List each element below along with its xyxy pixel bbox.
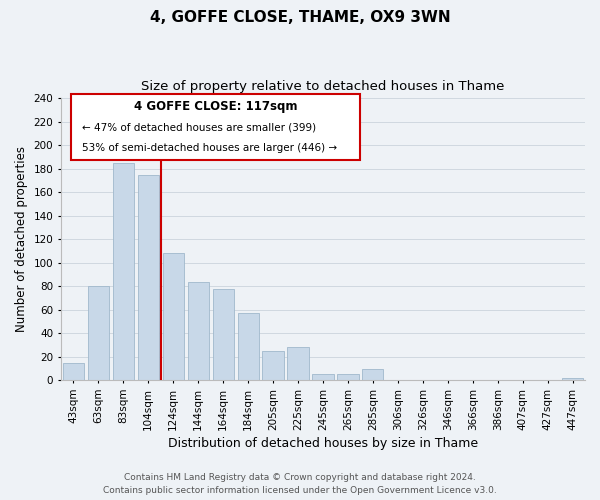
FancyBboxPatch shape (71, 94, 359, 160)
Y-axis label: Number of detached properties: Number of detached properties (15, 146, 28, 332)
Text: 4, GOFFE CLOSE, THAME, OX9 3WN: 4, GOFFE CLOSE, THAME, OX9 3WN (149, 10, 451, 25)
Title: Size of property relative to detached houses in Thame: Size of property relative to detached ho… (141, 80, 505, 93)
Bar (188, 282, 209, 380)
Bar (337, 374, 359, 380)
Bar (287, 348, 308, 380)
Bar (362, 368, 383, 380)
Bar (113, 163, 134, 380)
Text: Contains HM Land Registry data © Crown copyright and database right 2024.
Contai: Contains HM Land Registry data © Crown c… (103, 474, 497, 495)
Bar (262, 351, 284, 380)
Text: 53% of semi-detached houses are larger (446) →: 53% of semi-detached houses are larger (… (82, 144, 337, 154)
Bar (212, 288, 234, 380)
Bar (238, 314, 259, 380)
Text: 4 GOFFE CLOSE: 117sqm: 4 GOFFE CLOSE: 117sqm (134, 100, 297, 112)
Text: ← 47% of detached houses are smaller (399): ← 47% of detached houses are smaller (39… (82, 122, 316, 132)
Bar (163, 254, 184, 380)
Bar (313, 374, 334, 380)
Bar (88, 286, 109, 380)
Bar (63, 362, 84, 380)
Bar (562, 378, 583, 380)
Bar (137, 174, 159, 380)
X-axis label: Distribution of detached houses by size in Thame: Distribution of detached houses by size … (168, 437, 478, 450)
